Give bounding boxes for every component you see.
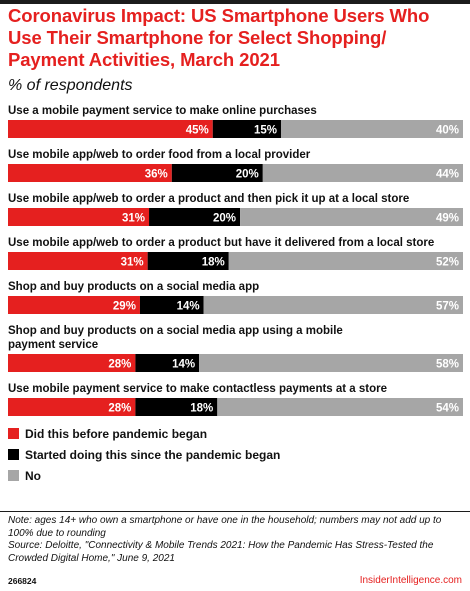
bar-value-label: 28% xyxy=(108,359,131,371)
bar-value-label: 18% xyxy=(202,257,225,269)
bar-segment xyxy=(171,164,263,182)
category-label: Shop and buy products on a social media … xyxy=(8,325,343,351)
bar-value-label: 36% xyxy=(145,169,168,181)
bar-segment xyxy=(240,208,463,226)
chart-title: Coronavirus Impact: US Smartphone Users … xyxy=(8,5,430,70)
bar-value-label: 28% xyxy=(108,403,131,415)
bar-segment xyxy=(8,296,140,314)
bar-segment xyxy=(212,120,281,138)
footnote: Note: ages 14+ who own a smartphone or h… xyxy=(8,515,464,565)
bar-segment xyxy=(199,354,463,372)
bar-value-label: 31% xyxy=(121,257,144,269)
source-text: Source: Deloitte, "Connectivity & Mobile… xyxy=(8,540,434,564)
chart-id: 266824 xyxy=(8,576,37,586)
bar-value-label: 57% xyxy=(436,301,459,313)
bar-value-label: 14% xyxy=(177,301,200,313)
bar-segment xyxy=(139,296,204,314)
legend-label-did-before: Did this before pandemic began xyxy=(25,426,208,441)
bar-value-label: 20% xyxy=(236,169,259,181)
footer-divider xyxy=(0,511,470,512)
legend: Did this before pandemic began Started d… xyxy=(8,423,280,486)
bar-value-label: 49% xyxy=(436,213,459,225)
bar-segment xyxy=(228,252,463,270)
chart-subtitle: % of respondents xyxy=(8,77,133,94)
legend-swatch-started-since xyxy=(8,449,19,460)
category-label: Use mobile app/web to order food from a … xyxy=(8,149,311,161)
bar-value-label: 29% xyxy=(113,301,136,313)
bar-value-label: 14% xyxy=(172,359,195,371)
bar-value-label: 52% xyxy=(436,257,459,269)
category-label: Use mobile app/web to order a product an… xyxy=(8,193,409,205)
bar-segment xyxy=(8,398,136,416)
bar-segment xyxy=(135,398,218,416)
bar-segment xyxy=(217,398,463,416)
category-label: Use mobile app/web to order a product bu… xyxy=(8,237,434,249)
category-label: Shop and buy products on a social media … xyxy=(8,281,259,293)
bar-value-label: 40% xyxy=(436,125,459,137)
legend-item-started-since: Started doing this since the pandemic be… xyxy=(8,444,280,465)
bar-segment xyxy=(8,164,172,182)
bar-segment xyxy=(135,354,200,372)
top-rule xyxy=(0,0,470,4)
bar-value-label: 44% xyxy=(436,169,459,181)
bar-value-label: 20% xyxy=(213,213,236,225)
bar-value-label: 58% xyxy=(436,359,459,371)
bar-value-label: 31% xyxy=(122,213,145,225)
legend-label-started-since: Started doing this since the pandemic be… xyxy=(25,447,281,462)
bar-segment xyxy=(8,208,150,226)
legend-item-did-before: Did this before pandemic began xyxy=(8,423,280,444)
brand-link[interactable]: InsiderIntelligence.com xyxy=(359,575,462,586)
category-label: Use a mobile payment service to make onl… xyxy=(8,105,317,117)
legend-swatch-did-before xyxy=(8,428,19,439)
bar-segment xyxy=(149,208,241,226)
bar-value-label: 45% xyxy=(186,125,209,137)
category-label: Use mobile payment service to make conta… xyxy=(8,383,387,395)
legend-label-no: No xyxy=(25,468,41,483)
bar-segment xyxy=(147,252,229,270)
bar-segment xyxy=(281,120,463,138)
legend-swatch-no xyxy=(8,470,19,481)
bar-segment xyxy=(8,120,213,138)
bar-segment xyxy=(262,164,463,182)
note-text: Note: ages 14+ who own a smartphone or h… xyxy=(8,515,442,539)
bar-segment xyxy=(8,252,148,270)
legend-item-no: No xyxy=(8,465,280,486)
bar-value-label: 18% xyxy=(190,403,213,415)
bar-segment xyxy=(203,296,463,314)
stacked-bar-chart: Use a mobile payment service to make onl… xyxy=(8,105,463,416)
bar-value-label: 54% xyxy=(436,403,459,415)
bar-segment xyxy=(8,354,136,372)
bar-value-label: 15% xyxy=(254,125,277,137)
